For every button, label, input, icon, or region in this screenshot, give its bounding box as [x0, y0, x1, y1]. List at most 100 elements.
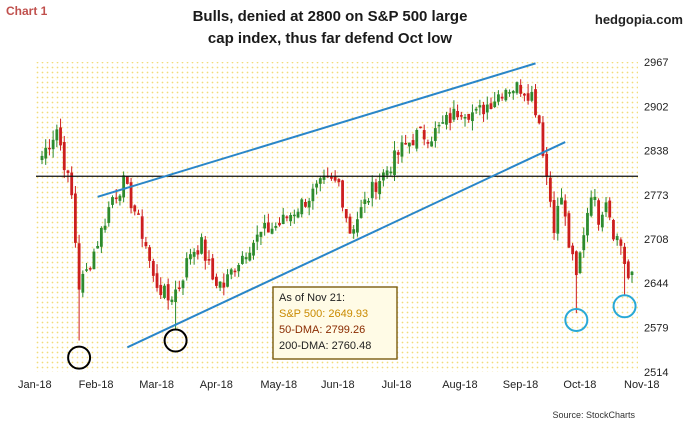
x-tick-label: Sep-18	[503, 379, 538, 391]
candle-body	[578, 252, 582, 274]
candle-body	[229, 269, 233, 275]
candle-body	[125, 176, 129, 184]
x-tick-label: Jul-18	[382, 379, 412, 391]
candle-body	[456, 111, 459, 118]
candle-body	[278, 222, 281, 226]
candle-body	[211, 258, 215, 280]
candle-body	[322, 175, 326, 180]
x-tick-label: Nov-18	[624, 379, 659, 391]
candle-body	[289, 215, 293, 222]
candle-body	[378, 181, 382, 195]
info-box	[272, 286, 398, 360]
candle-body	[437, 124, 441, 127]
candle-body	[563, 200, 567, 217]
candle-body	[237, 265, 241, 272]
candle-body	[452, 108, 456, 120]
candle-body	[441, 122, 445, 124]
candle-body	[508, 92, 511, 94]
candle-body	[485, 104, 489, 113]
candle-body	[248, 252, 252, 261]
candle-body	[281, 214, 285, 225]
info-box-200dma: 200-DMA: 2760.48	[279, 340, 371, 352]
candle-body	[85, 269, 88, 271]
candle-body	[419, 126, 422, 129]
candle-body	[426, 142, 430, 144]
candle-body	[274, 225, 278, 228]
candle-body	[166, 284, 170, 301]
candle-body	[541, 122, 545, 156]
candle-body	[348, 216, 352, 234]
y-tick-label: 2644	[644, 278, 668, 290]
candle-body	[344, 209, 348, 219]
x-tick-label: Mar-18	[139, 379, 174, 391]
candle-body	[526, 93, 530, 101]
info-box-sp500: S&P 500: 2649.93	[279, 308, 368, 320]
candle-body	[181, 280, 185, 289]
x-tick-label: Oct-18	[563, 379, 596, 391]
candle-body	[218, 281, 222, 288]
y-tick-label: 2579	[644, 323, 668, 335]
candle-body	[393, 150, 396, 176]
candle-body	[604, 202, 608, 213]
chart-title: Bulls, denied at 2800 on S&P 500 large c…	[150, 6, 510, 50]
candle-body	[519, 84, 523, 94]
chart-number-label: Chart 1	[6, 4, 48, 18]
candle-body	[615, 236, 619, 241]
candle-body	[560, 197, 563, 205]
candle-body	[367, 200, 370, 203]
candle-body	[619, 239, 623, 246]
candle-body	[148, 247, 152, 261]
x-tick-label: Aug-18	[442, 379, 477, 391]
candle-body	[356, 219, 359, 233]
candle-body	[582, 235, 586, 251]
candle-body	[571, 245, 575, 255]
candle-body	[222, 282, 226, 288]
y-tick-label: 2902	[644, 101, 668, 113]
candle-body	[482, 104, 485, 115]
candle-body	[137, 213, 140, 215]
candle-body	[263, 222, 267, 229]
candle-body	[163, 285, 166, 298]
chart-title-line-2: cap index, thus far defend Oct low	[207, 30, 453, 47]
x-tick-label: Jan-18	[18, 379, 52, 391]
candle-body	[612, 219, 615, 240]
candle-body	[522, 93, 526, 96]
candle-body	[196, 250, 200, 255]
candle-body	[129, 182, 133, 209]
candle-body	[422, 130, 426, 140]
candle-body	[307, 200, 311, 208]
candle-body	[433, 128, 437, 141]
candle-body	[315, 183, 318, 188]
candle-body	[504, 89, 508, 101]
candle-body	[96, 246, 100, 249]
candle-body	[70, 172, 74, 196]
candle-body	[385, 170, 389, 176]
candle-body	[285, 216, 289, 219]
candle-body	[40, 155, 44, 161]
candle-body	[370, 181, 374, 199]
candle-body	[99, 227, 103, 247]
candle-body	[474, 108, 478, 111]
candle-body	[448, 113, 452, 123]
candle-body	[233, 270, 237, 273]
candle-body	[500, 96, 504, 99]
candle-body	[170, 299, 174, 302]
y-tick-label: 2838	[644, 145, 668, 157]
candle-body	[359, 207, 363, 218]
candle-body	[545, 153, 549, 177]
candle-body	[255, 234, 259, 242]
candle-body	[252, 242, 255, 256]
candle-body	[341, 180, 344, 208]
channel-lower-line	[126, 141, 566, 349]
low-marker-circle	[67, 345, 92, 370]
x-tick-label: May-18	[260, 379, 297, 391]
candle-body	[66, 170, 70, 173]
candle-body	[567, 213, 571, 248]
candle-body	[51, 139, 55, 150]
candle-body	[459, 115, 463, 117]
candle-body	[140, 216, 144, 239]
candle-body	[463, 117, 467, 119]
candle-body	[556, 205, 560, 234]
candle-body	[363, 199, 367, 205]
